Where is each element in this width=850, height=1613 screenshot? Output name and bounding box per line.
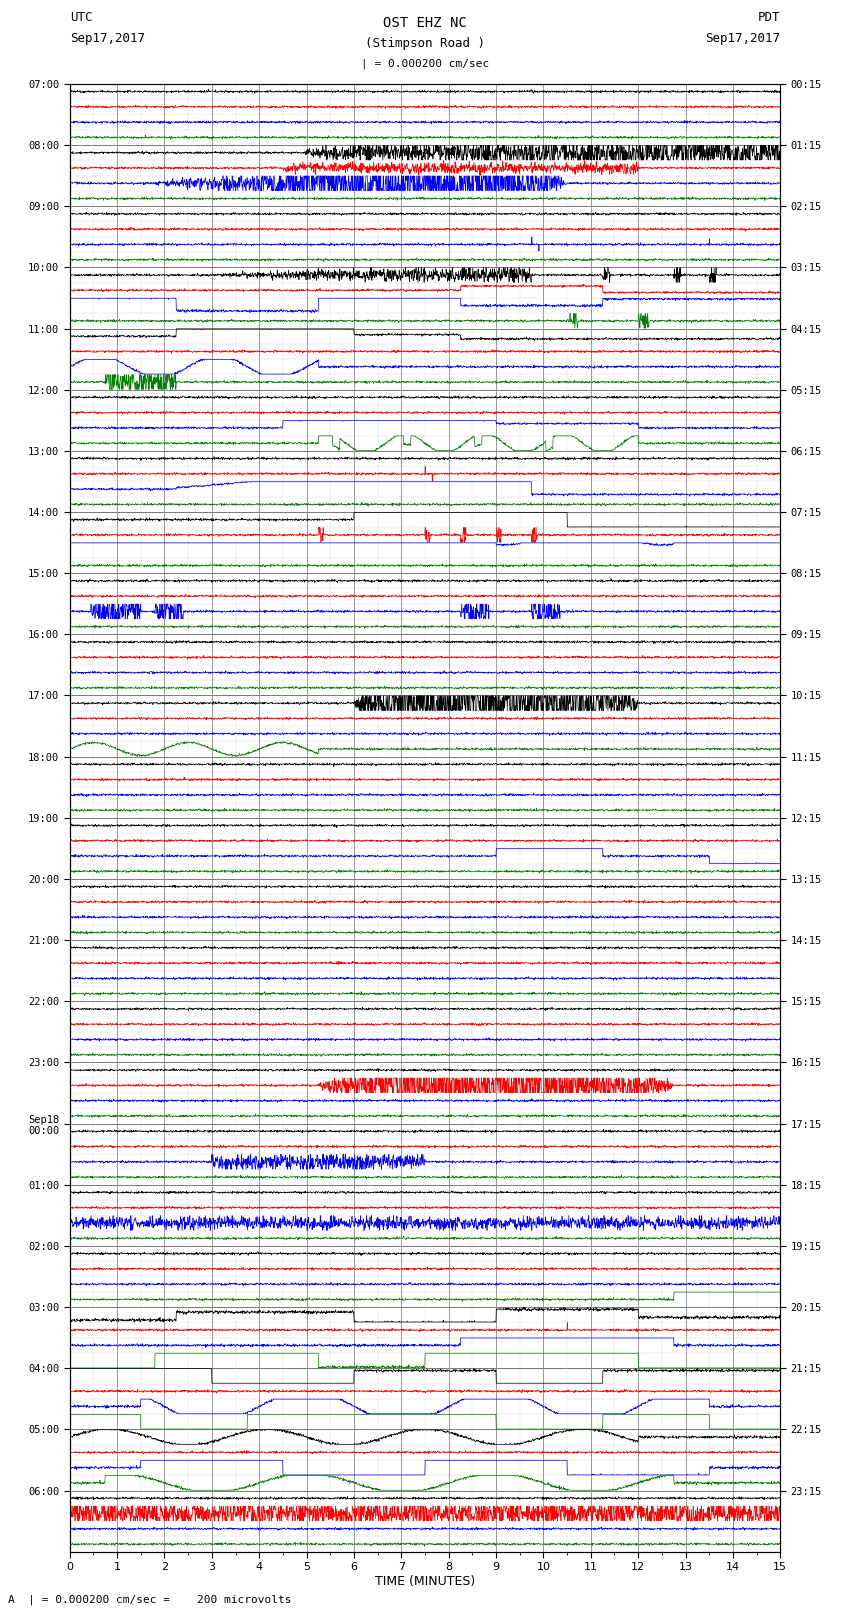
Text: Sep17,2017: Sep17,2017 [706, 32, 780, 45]
Text: Sep17,2017: Sep17,2017 [70, 32, 144, 45]
X-axis label: TIME (MINUTES): TIME (MINUTES) [375, 1574, 475, 1587]
Text: | = 0.000200 cm/sec: | = 0.000200 cm/sec [361, 58, 489, 69]
Text: UTC: UTC [70, 11, 92, 24]
Text: (Stimpson Road ): (Stimpson Road ) [365, 37, 485, 50]
Text: PDT: PDT [758, 11, 780, 24]
Text: OST EHZ NC: OST EHZ NC [383, 16, 467, 31]
Text: A  | = 0.000200 cm/sec =    200 microvolts: A | = 0.000200 cm/sec = 200 microvolts [8, 1594, 292, 1605]
